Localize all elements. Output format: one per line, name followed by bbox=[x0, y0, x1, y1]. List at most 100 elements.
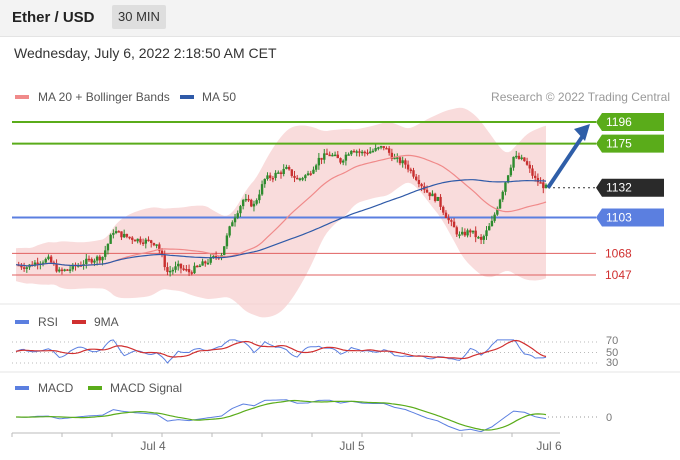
x-tick-jul4: Jul 4 bbox=[140, 439, 166, 453]
macd-level-0: 0 bbox=[606, 412, 612, 424]
level-tag-bg-1175 bbox=[596, 134, 664, 153]
candle-body bbox=[360, 151, 364, 154]
rsi-level-50: 50 bbox=[606, 347, 618, 359]
candle-body bbox=[325, 153, 329, 155]
candle-body bbox=[231, 222, 234, 227]
candle-body bbox=[182, 268, 185, 270]
legend-macd-signal: MACD Signal bbox=[110, 381, 182, 395]
candle-body bbox=[177, 263, 180, 267]
candle-body bbox=[485, 230, 488, 237]
credit-text: Research © 2022 Trading Central bbox=[491, 90, 670, 104]
candle-body bbox=[347, 154, 350, 156]
candle-body bbox=[25, 267, 29, 269]
candle-body bbox=[63, 269, 66, 271]
candle-body bbox=[195, 265, 199, 268]
candle-body bbox=[512, 156, 515, 168]
candle-body bbox=[458, 234, 461, 236]
candle-body bbox=[369, 151, 372, 154]
level-tag-text-1196: 1196 bbox=[606, 115, 632, 129]
instrument-title: Ether / USD bbox=[12, 9, 95, 26]
candle-body bbox=[498, 199, 502, 209]
candle-body bbox=[158, 244, 161, 251]
level-tag-bg-1132 bbox=[596, 178, 664, 197]
level-tags: 1196 1175 1132 1103 1068 1047 bbox=[596, 113, 664, 282]
rsi-line bbox=[15, 339, 547, 364]
moving-averages bbox=[15, 154, 547, 267]
candle-body bbox=[206, 262, 210, 265]
candle-body bbox=[155, 244, 158, 246]
legend-swatch-9ma bbox=[72, 320, 86, 324]
candle-body bbox=[168, 270, 172, 273]
legend-swatch-macd-signal bbox=[88, 386, 102, 390]
candle-body bbox=[504, 182, 507, 192]
candle-body bbox=[268, 175, 272, 178]
candle-body bbox=[187, 269, 191, 273]
candle-body bbox=[144, 239, 147, 244]
candle-body bbox=[125, 233, 129, 237]
level-tag-1047: 1047 bbox=[605, 268, 632, 282]
legend-macd: MACD bbox=[38, 381, 74, 395]
legend-swatch-rsi bbox=[15, 320, 29, 324]
candle-body bbox=[293, 175, 296, 178]
candle-body bbox=[112, 232, 115, 235]
legend-swatch-bb bbox=[15, 95, 29, 99]
candle-body bbox=[528, 164, 531, 169]
candle-body bbox=[352, 150, 356, 153]
candle-body bbox=[139, 238, 142, 243]
candle-body bbox=[490, 220, 494, 227]
candle-body bbox=[428, 192, 431, 197]
candle-body bbox=[444, 212, 448, 218]
candle-body bbox=[298, 178, 302, 180]
candle-body bbox=[228, 226, 231, 236]
candle-body bbox=[396, 157, 399, 159]
candle-body bbox=[336, 154, 339, 159]
candle-body bbox=[409, 169, 412, 171]
candle-body bbox=[390, 152, 394, 159]
candle-body bbox=[501, 191, 504, 200]
rsi-9ma-line bbox=[15, 339, 547, 360]
candle-body bbox=[460, 231, 464, 235]
candle-body bbox=[309, 173, 312, 175]
candle-body bbox=[520, 157, 523, 159]
candle-body bbox=[198, 265, 202, 268]
candle-body bbox=[466, 230, 469, 236]
chart-header: Ether / USD 30 MIN bbox=[0, 0, 680, 37]
candle-body bbox=[44, 259, 47, 263]
legend-swatch-macd bbox=[15, 386, 29, 390]
candle-body bbox=[193, 265, 196, 274]
candle-body bbox=[98, 256, 102, 261]
forecast-arrow bbox=[546, 124, 590, 189]
candle-body bbox=[296, 177, 299, 180]
macd-legend: MACD MACD Signal bbox=[15, 381, 182, 395]
candle-body bbox=[358, 151, 361, 153]
candle-body bbox=[333, 154, 337, 157]
candle-body bbox=[190, 272, 193, 274]
candle-body bbox=[150, 240, 153, 244]
forecast-arrow-head bbox=[574, 124, 590, 142]
candle-body bbox=[479, 236, 483, 240]
candle-body bbox=[450, 220, 453, 222]
candle-body bbox=[255, 200, 258, 204]
candle-body bbox=[374, 147, 377, 151]
candle-body bbox=[244, 198, 248, 201]
candle-body bbox=[174, 266, 177, 270]
candle-body bbox=[263, 178, 266, 185]
ma50-line bbox=[15, 179, 547, 267]
candle-body bbox=[350, 150, 353, 155]
legend-9ma: 9MA bbox=[94, 315, 119, 329]
candle-body bbox=[22, 267, 26, 269]
candle-body bbox=[122, 233, 126, 238]
candle-body bbox=[95, 256, 99, 261]
candle-body bbox=[285, 166, 288, 169]
candle-body bbox=[431, 193, 434, 197]
timeframe-button[interactable]: 30 MIN bbox=[112, 5, 166, 29]
x-tick-jul5: Jul 5 bbox=[339, 439, 365, 453]
chart-datetime: Wednesday, July 6, 2022 2:18:50 AM CET bbox=[14, 45, 277, 61]
candle-body bbox=[306, 173, 310, 176]
candle-body bbox=[120, 231, 123, 238]
main-legend: MA 20 + Bollinger Bands MA 50 bbox=[15, 90, 236, 104]
legend-rsi: RSI bbox=[38, 315, 58, 329]
candle-body bbox=[317, 157, 321, 166]
candle-body bbox=[536, 177, 540, 183]
candle-body bbox=[493, 214, 496, 221]
